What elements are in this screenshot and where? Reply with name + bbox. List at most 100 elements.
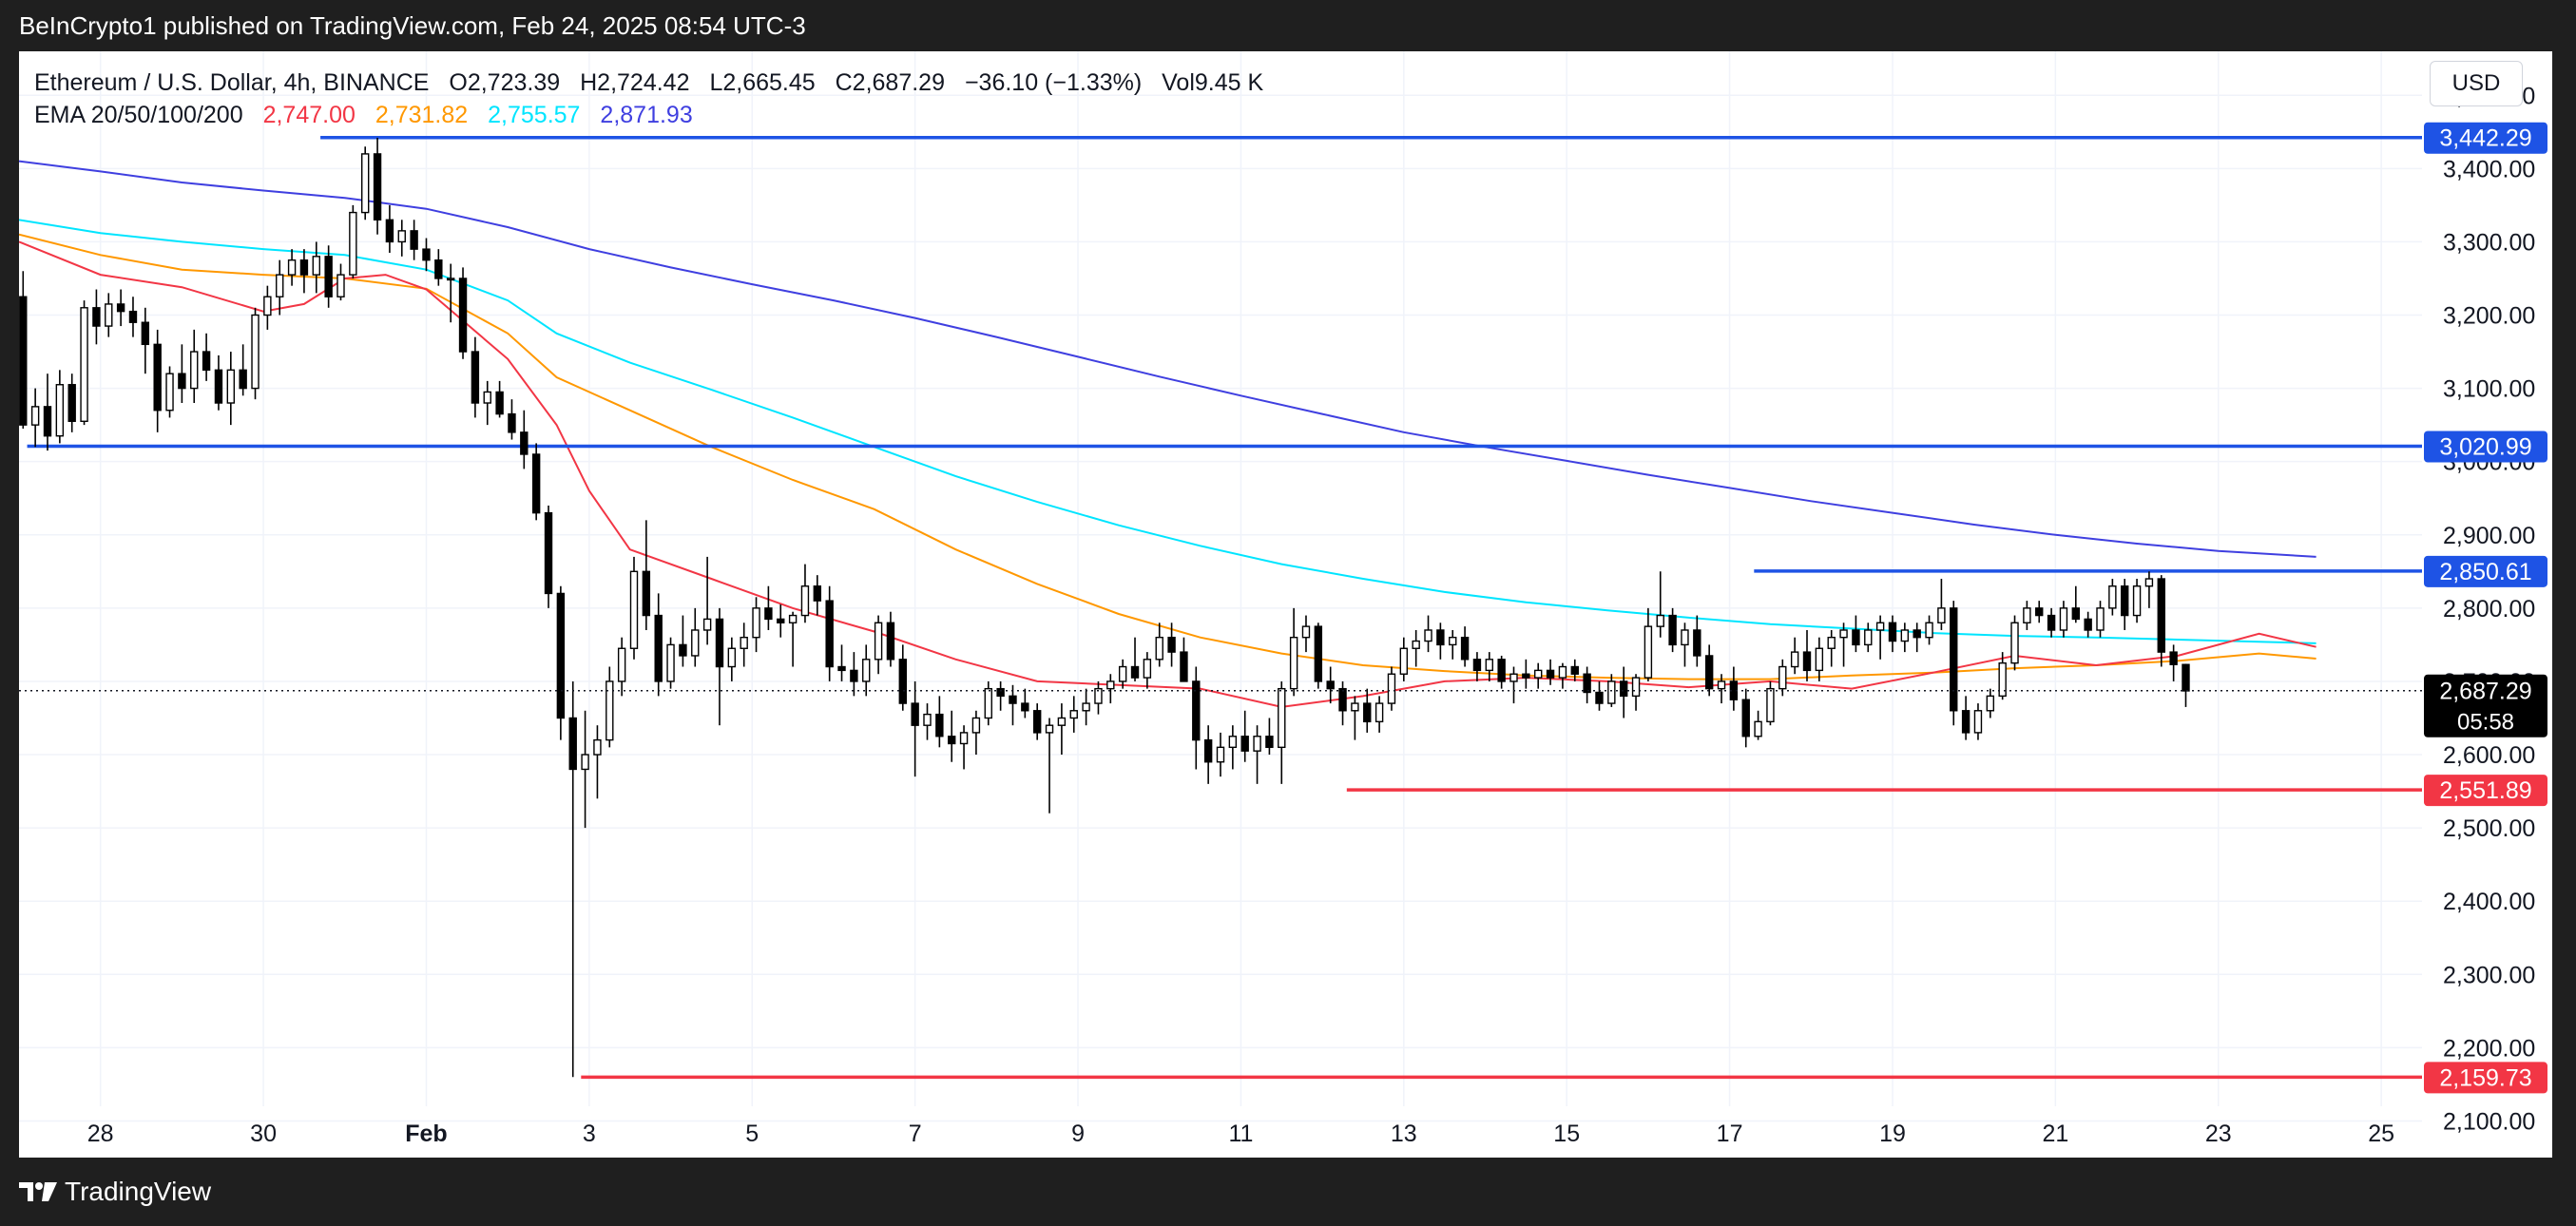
candle-body <box>1668 614 1677 646</box>
candle-body <box>520 431 529 455</box>
candle-body <box>508 412 516 433</box>
candle-body <box>752 607 760 639</box>
candle-body <box>1950 607 1958 712</box>
candle-body <box>1472 659 1482 672</box>
candle-body <box>165 373 174 412</box>
candle-body <box>1167 636 1176 653</box>
candle-body <box>1839 629 1848 639</box>
candle-body <box>813 585 822 602</box>
candle-body <box>1815 647 1824 672</box>
candle-body <box>226 369 236 404</box>
candle-body <box>434 259 443 279</box>
candle-body <box>1595 691 1604 704</box>
high-value: H2,724.42 <box>580 69 690 96</box>
support-level-tag <box>2424 1062 2547 1094</box>
candle-body <box>593 738 602 756</box>
candle-body <box>800 585 810 617</box>
chart-area[interactable]: 3,500.003,400.003,300.003,200.003,100.00… <box>19 51 2552 1158</box>
x-tick-label: 5 <box>745 1121 759 1147</box>
current-price-label: 2,687.29 <box>2439 679 2531 705</box>
candle-body <box>1913 629 1921 639</box>
axes: 3,500.003,400.003,300.003,200.003,100.00… <box>87 83 2536 1147</box>
x-tick-label: 13 <box>1391 1121 1417 1147</box>
ema-row: EMA 20/50/100/200 2,747.00 2,731.82 2,75… <box>34 99 1263 131</box>
currency-selector[interactable]: USD <box>2430 61 2523 106</box>
candle-body <box>471 351 480 404</box>
candle-body <box>2182 663 2190 692</box>
candle-body <box>178 373 186 390</box>
candle-body <box>1961 710 1970 734</box>
ema-lines <box>19 160 2316 708</box>
candle-body <box>324 256 333 297</box>
candle-body <box>1363 702 1372 723</box>
candle-body <box>1045 724 1054 734</box>
candle-body <box>1852 629 1860 646</box>
y-tick-label: 2,200.00 <box>2443 1035 2535 1062</box>
candle-body <box>911 702 919 726</box>
candle-body <box>336 274 345 297</box>
candle-body <box>1436 629 1445 646</box>
ohlc-row: Ethereum / U.S. Dollar, 4h, BINANCE O2,7… <box>34 67 1263 99</box>
candles <box>19 137 2190 1078</box>
candle-body <box>2169 651 2178 665</box>
candle-body <box>642 570 651 617</box>
candle-body <box>67 384 76 422</box>
candle-body <box>1424 629 1432 642</box>
candle-body <box>740 636 748 649</box>
bar-countdown: 05:58 <box>2457 710 2514 736</box>
resistance-level-tag <box>2424 122 2547 154</box>
ema50-value: 2,731.82 <box>375 102 469 128</box>
candle-body <box>1546 669 1555 679</box>
candle-body <box>1619 680 1628 698</box>
candle-body <box>715 618 724 668</box>
ema-label[interactable]: EMA 20/50/100/200 <box>34 102 243 128</box>
candle-body <box>1399 647 1409 675</box>
candle-body <box>531 453 541 514</box>
candle-body <box>1607 680 1616 704</box>
candle-body <box>349 211 357 276</box>
symbol-name[interactable]: Ethereum / U.S. Dollar, 4h, BINANCE <box>34 69 430 96</box>
candle-body <box>1094 687 1103 704</box>
candle-body <box>1314 625 1323 682</box>
y-tick-label: 2,800.00 <box>2443 596 2535 623</box>
candle-body <box>1534 669 1543 679</box>
candle-body <box>410 230 418 250</box>
x-tick-label: 25 <box>2368 1121 2394 1147</box>
candle-body <box>948 736 956 745</box>
candle-body <box>422 248 431 261</box>
candle-body <box>263 296 272 316</box>
candle-body <box>55 384 65 437</box>
tradingview-logo-icon <box>19 1182 57 1201</box>
x-tick-label: 23 <box>2205 1121 2232 1147</box>
candle-body <box>1509 673 1518 682</box>
candle-body <box>1485 659 1493 672</box>
candle-body <box>2108 585 2117 609</box>
candle-body <box>1375 702 1384 723</box>
candle-body <box>629 570 639 649</box>
candle-body <box>959 732 969 745</box>
candle-body <box>80 307 88 422</box>
candle-body <box>1203 738 1213 763</box>
candle-body <box>385 219 394 243</box>
price-labels: 3,442.29 3,020.99 2,850.61 2,551.89 2,159.73… <box>2424 122 2547 1094</box>
candle-body <box>1741 699 1750 738</box>
candle-body <box>287 259 297 276</box>
candle-body <box>1888 622 1897 642</box>
candle-body <box>1522 673 1530 679</box>
candle-body <box>764 607 773 621</box>
candle-body <box>1192 680 1201 741</box>
y-tick-label: 2,400.00 <box>2443 889 2535 915</box>
resistance-level-label: 3,020.99 <box>2439 434 2531 461</box>
candle-body <box>606 680 614 741</box>
candle-body <box>556 592 566 719</box>
candle-body <box>666 643 675 682</box>
price-chart[interactable]: 3,500.003,400.003,300.003,200.003,100.00… <box>19 51 2552 1158</box>
candle-body <box>141 321 150 346</box>
candle-body <box>886 622 895 661</box>
candle-body <box>1704 655 1714 690</box>
candle-body <box>2157 578 2165 653</box>
candle-body <box>1986 695 1995 712</box>
candle-body <box>788 614 798 623</box>
candle-body <box>544 511 553 595</box>
ema20-line <box>19 240 2316 708</box>
